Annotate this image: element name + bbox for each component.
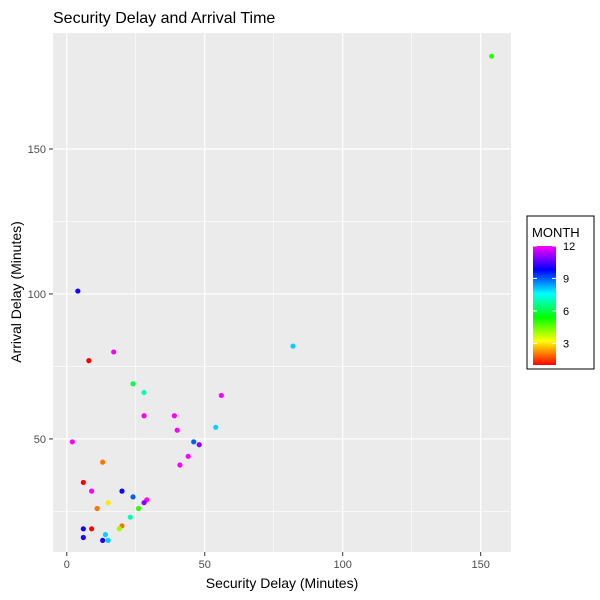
chart-title: Security Delay and Arrival Time (53, 10, 275, 27)
x-tick-label: 0 (64, 559, 70, 571)
minor-gridlines (53, 33, 511, 552)
y-tick-label: 100 (28, 289, 46, 301)
legend-tick-label: 3 (563, 338, 569, 350)
legend-title: MONTH (532, 225, 580, 240)
data-point (141, 389, 147, 396)
data-point (80, 526, 86, 532)
y-axis: 50 100 150 (28, 144, 53, 446)
x-tick-label: 100 (334, 559, 352, 571)
data-point (141, 500, 147, 506)
data-point (69, 439, 75, 445)
data-point (130, 381, 136, 387)
data-point (89, 526, 95, 532)
data-point (102, 532, 109, 538)
data-point (89, 488, 95, 494)
data-point (174, 427, 180, 433)
data-point (100, 537, 106, 544)
data-point (80, 534, 86, 541)
x-tick-label: 50 (199, 559, 211, 571)
plot-panel (53, 33, 511, 552)
data-point (80, 479, 86, 486)
x-axis: 0 50 100 150 (64, 552, 490, 571)
y-axis-title: Arrival Delay (Minutes) (8, 221, 24, 363)
legend-tick-label: 12 (563, 241, 575, 253)
data-point (100, 459, 106, 465)
data-point (94, 505, 100, 512)
data-point (177, 462, 183, 468)
data-point (111, 349, 117, 355)
data-point (171, 413, 177, 419)
legend-ticks: 3 6 9 12 (533, 241, 575, 350)
data-point (489, 53, 495, 59)
data-point (218, 392, 224, 399)
major-gridlines (53, 33, 511, 552)
data-point (185, 453, 191, 459)
y-tick-label: 150 (28, 144, 46, 156)
data-point (119, 488, 125, 494)
data-point (130, 494, 136, 500)
data-point (116, 526, 122, 532)
legend: MONTH 3 6 9 12 (526, 215, 595, 370)
legend-colorbar (533, 246, 556, 365)
data-point (127, 514, 133, 520)
data-points (69, 53, 495, 544)
legend-tick-label: 6 (563, 306, 569, 318)
data-point (135, 505, 142, 512)
y-tick-label: 50 (34, 434, 46, 446)
data-point (213, 424, 219, 430)
data-point (191, 439, 197, 445)
x-tick-label: 150 (471, 559, 489, 571)
data-point (196, 442, 202, 448)
data-point (105, 500, 111, 506)
legend-tick-label: 9 (563, 273, 569, 285)
data-point (290, 343, 296, 349)
x-axis-title: Security Delay (Minutes) (206, 575, 359, 591)
data-point (75, 288, 81, 294)
data-point (141, 413, 147, 419)
data-point (105, 537, 111, 544)
data-point (86, 358, 92, 364)
